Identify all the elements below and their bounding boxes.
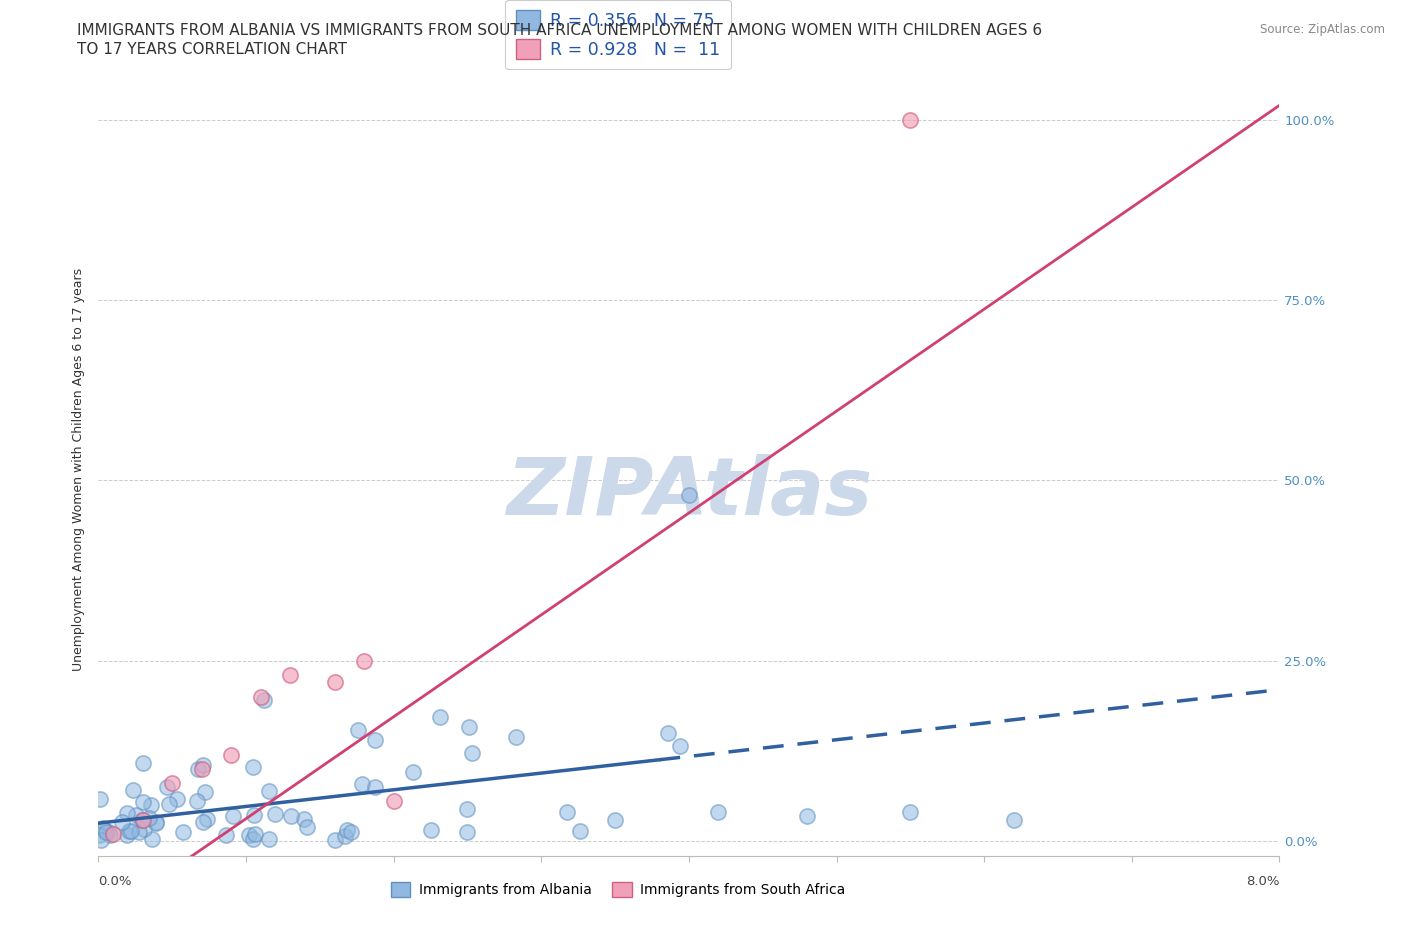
- Point: [257, 783, 280, 798]
- Text: Source: ZipAtlas.com: Source: ZipAtlas.com: [1260, 23, 1385, 36]
- Point: [364, 733, 387, 748]
- Point: [458, 720, 481, 735]
- Y-axis label: Unemployment Among Women with Children Ages 6 to 17 years: Unemployment Among Women with Children A…: [72, 268, 86, 671]
- Point: [382, 794, 405, 809]
- Point: [347, 722, 370, 737]
- Point: [257, 831, 280, 846]
- Point: [89, 791, 111, 806]
- Point: [172, 824, 194, 839]
- Point: [568, 824, 591, 839]
- Point: [221, 747, 243, 762]
- Point: [333, 829, 356, 844]
- Point: [94, 824, 117, 839]
- Point: [187, 762, 209, 777]
- Point: [98, 827, 121, 842]
- Point: [419, 823, 441, 838]
- Point: [186, 793, 208, 808]
- Point: [669, 738, 692, 753]
- Point: [292, 811, 315, 826]
- Point: [103, 827, 125, 842]
- Point: [353, 654, 375, 669]
- Point: [139, 797, 162, 812]
- Point: [323, 675, 346, 690]
- Point: [141, 831, 163, 846]
- Point: [131, 812, 153, 827]
- Point: [707, 804, 730, 819]
- Text: IMMIGRANTS FROM ALBANIA VS IMMIGRANTS FROM SOUTH AFRICA UNEMPLOYMENT AMONG WOMEN: IMMIGRANTS FROM ALBANIA VS IMMIGRANTS FR…: [77, 23, 1042, 38]
- Point: [429, 710, 451, 724]
- Point: [90, 833, 112, 848]
- Point: [117, 824, 139, 839]
- Point: [125, 807, 148, 822]
- Point: [1002, 812, 1025, 827]
- Point: [191, 815, 214, 830]
- Point: [505, 730, 527, 745]
- Point: [162, 776, 183, 790]
- Point: [461, 746, 484, 761]
- Point: [93, 822, 115, 837]
- Point: [128, 824, 150, 839]
- Point: [242, 831, 264, 846]
- Point: [120, 824, 142, 839]
- Point: [336, 823, 359, 838]
- Point: [238, 828, 260, 843]
- Point: [264, 806, 287, 821]
- Point: [900, 113, 922, 127]
- Point: [156, 779, 179, 794]
- Point: [243, 808, 266, 823]
- Point: [166, 791, 188, 806]
- Point: [657, 725, 679, 740]
- Point: [456, 802, 478, 817]
- Point: [364, 779, 387, 794]
- Point: [122, 782, 145, 797]
- Point: [605, 812, 627, 827]
- Point: [250, 689, 273, 704]
- Point: [115, 805, 138, 820]
- Point: [191, 762, 214, 777]
- Point: [91, 820, 114, 835]
- Point: [555, 804, 578, 819]
- Point: [253, 692, 276, 707]
- Point: [678, 487, 700, 502]
- Point: [243, 827, 266, 842]
- Point: [280, 809, 302, 824]
- Text: 8.0%: 8.0%: [1246, 875, 1279, 888]
- Point: [194, 785, 217, 800]
- Point: [339, 825, 361, 840]
- Point: [214, 828, 236, 843]
- Point: [89, 828, 111, 843]
- Point: [457, 825, 479, 840]
- Point: [138, 811, 160, 826]
- Point: [132, 755, 155, 770]
- Point: [132, 812, 155, 827]
- Point: [796, 808, 818, 823]
- Point: [110, 814, 132, 829]
- Point: [115, 827, 138, 842]
- Point: [97, 825, 120, 840]
- Point: [242, 760, 264, 775]
- Text: 0.0%: 0.0%: [98, 875, 132, 888]
- Point: [295, 819, 318, 834]
- Point: [323, 832, 346, 847]
- Point: [900, 804, 922, 819]
- Point: [157, 797, 180, 812]
- Point: [195, 812, 218, 827]
- Point: [191, 758, 214, 773]
- Point: [401, 764, 423, 779]
- Point: [132, 794, 155, 809]
- Legend: Immigrants from Albania, Immigrants from South Africa: Immigrants from Albania, Immigrants from…: [385, 877, 851, 903]
- Point: [134, 821, 156, 836]
- Text: ZIPAtlas: ZIPAtlas: [506, 454, 872, 532]
- Point: [350, 777, 373, 791]
- Point: [145, 816, 167, 830]
- Point: [145, 815, 167, 830]
- Point: [280, 668, 302, 683]
- Point: [221, 808, 243, 823]
- Text: TO 17 YEARS CORRELATION CHART: TO 17 YEARS CORRELATION CHART: [77, 42, 347, 57]
